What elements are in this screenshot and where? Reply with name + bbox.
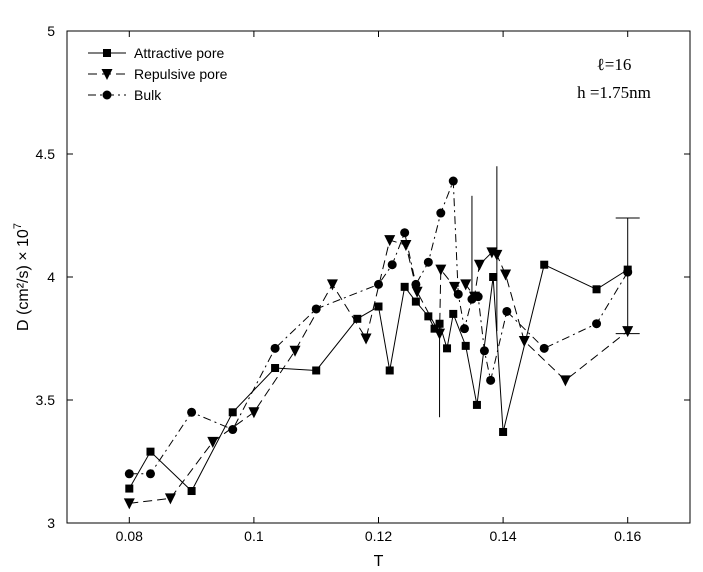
series-line-2 [129,180,629,475]
y-axis-title-exponent: 7 [12,223,24,229]
data-point-0 [489,273,498,281]
data-point-1 [491,249,503,261]
series-line-1 [129,239,629,504]
series-line-0 [128,263,628,492]
x-tick-label: 0.1 [244,528,264,544]
data-point-2 [473,292,483,302]
legend-label: Attractive pore [134,45,224,61]
data-point-2 [311,304,321,314]
data-point-0 [472,400,481,409]
data-point-1 [400,240,412,252]
plot-frame [66,30,691,524]
data-point-1 [622,326,634,338]
data-point-1 [435,264,447,276]
data-point-1 [434,328,446,340]
data-point-1 [326,279,338,291]
data-point-0 [424,312,433,321]
data-point-2 [374,279,383,289]
y-axis-title-main: D (cm²/s) × 10 [15,229,32,331]
data-point-2 [453,289,463,299]
data-point-2 [387,260,397,270]
data-point-2 [592,319,602,329]
y-tick-label: 4.5 [36,146,56,162]
data-point-2 [145,469,155,479]
x-tick-label: 0.16 [614,528,641,544]
data-point-1 [500,269,512,281]
data-point-1 [207,436,219,448]
data-point-2 [539,343,549,353]
data-point-1 [123,498,135,510]
data-point-1 [248,407,260,419]
data-point-2 [124,469,134,479]
svg-text:D (cm²/s) × 107: D (cm²/s) × 107 [12,223,32,331]
data-point-0 [400,282,409,291]
x-axis-title: T [374,553,384,570]
annotation-ell: ℓ=16 [597,55,632,74]
data-point-1 [360,333,372,345]
data-point-2 [502,306,512,316]
data-point-2 [270,343,280,353]
legend-marker [102,90,112,100]
y-tick-label: 3 [47,515,55,531]
data-point-0 [125,484,134,493]
data-point-0 [540,260,549,269]
y-axis-title: D (cm²/s) × 107 [12,223,32,331]
data-point-0 [187,487,196,496]
legend-label: Bulk [134,87,162,103]
data-point-1 [289,345,301,357]
data-point-0 [271,364,280,373]
data-point-1 [411,286,423,298]
data-point-0 [374,302,383,311]
data-point-2 [623,267,633,277]
data-point-0 [385,366,394,375]
legend-marker [101,69,113,80]
data-point-2 [486,375,496,385]
data-point-0 [435,319,444,328]
data-point-2 [400,228,410,238]
data-point-0 [411,297,420,306]
data-point-2 [448,176,458,186]
data-point-1 [473,259,485,271]
data-point-2 [436,208,446,218]
legend-marker [103,49,111,57]
data-point-1 [449,281,461,293]
x-tick-label: 0.08 [116,528,143,544]
data-point-1 [559,375,571,387]
data-point-2 [411,279,421,289]
data-point-2 [479,346,489,356]
data-point-2 [459,324,469,334]
data-point-0 [449,309,458,318]
data-point-1 [518,335,530,347]
data-point-0 [443,344,452,353]
data-point-2 [187,407,197,417]
data-point-0 [461,341,470,350]
annotation-h: h =1.75nm [577,83,651,102]
data-point-0 [499,427,508,436]
data-point-1 [460,279,472,291]
axis-ticks: 0.08 0.1 0.12 0.14 0.16 3 3.5 4 4.5 5 [36,23,690,544]
series-markers [123,176,634,510]
data-point-0 [228,408,237,417]
x-tick-label: 0.14 [489,528,516,544]
y-tick-label: 5 [47,23,55,39]
y-tick-label: 3.5 [36,392,56,408]
data-point-0 [353,314,362,323]
legend: Attractive pore Repulsive pore Bulk [88,45,228,103]
y-tick-label: 4 [47,269,55,285]
data-point-1 [164,493,176,505]
data-point-0 [592,285,601,294]
series-lines [128,180,629,504]
data-point-2 [423,257,433,267]
x-tick-label: 0.12 [365,528,392,544]
data-point-2 [228,425,238,435]
data-point-0 [312,366,321,375]
legend-label: Repulsive pore [134,66,228,82]
data-point-1 [384,235,396,247]
data-point-0 [146,447,155,456]
